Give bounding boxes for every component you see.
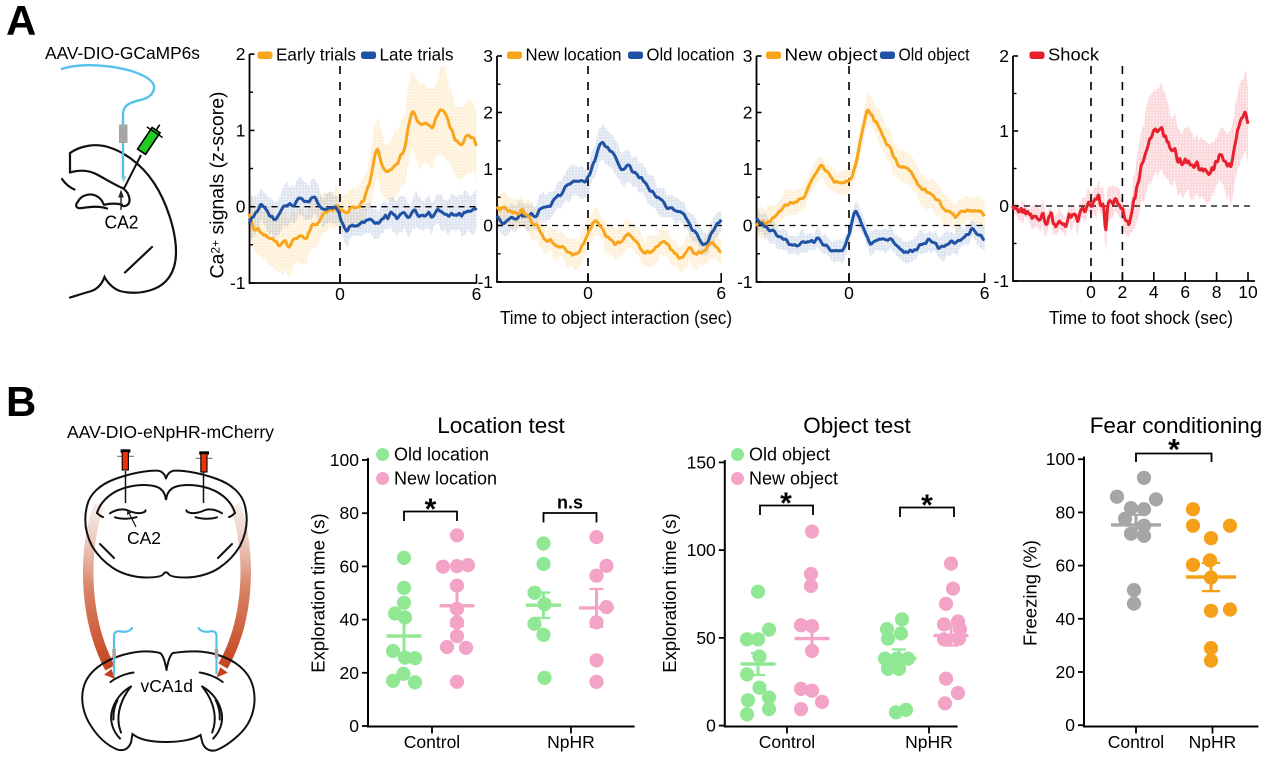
svg-text:50: 50 xyxy=(696,628,716,648)
svg-text:40: 40 xyxy=(340,610,360,630)
svg-text:Control: Control xyxy=(1108,732,1164,752)
svg-text:Old object: Old object xyxy=(899,45,970,65)
svg-text:4: 4 xyxy=(1149,282,1159,302)
svg-text:100: 100 xyxy=(687,540,716,560)
svg-text:Time to foot shock (sec): Time to foot shock (sec) xyxy=(1049,308,1233,328)
svg-text:Shock: Shock xyxy=(1048,45,1099,65)
svg-text:80: 80 xyxy=(1056,502,1076,522)
svg-text:100: 100 xyxy=(330,450,359,470)
svg-text:6: 6 xyxy=(472,284,482,304)
svg-text:New object: New object xyxy=(749,469,838,489)
svg-text:AAV-DIO-GCaMP6s: AAV-DIO-GCaMP6s xyxy=(45,43,200,63)
svg-text:0: 0 xyxy=(743,216,753,236)
svg-text:n.s: n.s xyxy=(557,493,583,513)
svg-text:-1: -1 xyxy=(993,271,1009,291)
svg-text:20: 20 xyxy=(340,663,360,683)
svg-text:6: 6 xyxy=(716,283,726,303)
svg-text:1: 1 xyxy=(743,159,753,179)
svg-text:1: 1 xyxy=(999,121,1009,141)
svg-text:2: 2 xyxy=(1118,282,1128,302)
svg-text:2: 2 xyxy=(236,44,246,64)
svg-text:6: 6 xyxy=(1180,282,1190,302)
svg-text:6: 6 xyxy=(980,283,990,303)
svg-text:8: 8 xyxy=(1212,282,1222,302)
svg-text:NpHR: NpHR xyxy=(547,732,595,752)
svg-text:New location: New location xyxy=(526,45,622,65)
svg-text:Exploration time (s): Exploration time (s) xyxy=(308,513,329,672)
svg-text:New object: New object xyxy=(785,45,878,65)
svg-text:*: * xyxy=(1168,434,1180,467)
svg-text:Control: Control xyxy=(759,732,815,752)
svg-text:vCA1d: vCA1d xyxy=(141,676,194,696)
svg-text:0: 0 xyxy=(1086,282,1096,302)
svg-text:AAV-DIO-eNpHR-mCherry: AAV-DIO-eNpHR-mCherry xyxy=(67,422,274,442)
svg-text:0: 0 xyxy=(706,716,716,736)
svg-text:*: * xyxy=(425,493,437,526)
svg-text:1: 1 xyxy=(483,159,493,179)
svg-text:0: 0 xyxy=(236,197,246,217)
svg-text:Object test: Object test xyxy=(803,413,911,438)
svg-text:0: 0 xyxy=(335,284,345,304)
svg-text:-1: -1 xyxy=(230,273,246,293)
svg-text:60: 60 xyxy=(1056,556,1076,576)
svg-text:*: * xyxy=(780,487,792,520)
svg-text:B: B xyxy=(6,378,36,425)
svg-text:NpHR: NpHR xyxy=(1189,732,1237,752)
svg-text:150: 150 xyxy=(687,452,716,472)
svg-text:Ca2+ signals (z-score): Ca2+ signals (z-score) xyxy=(207,91,229,278)
svg-text:Fear conditioning: Fear conditioning xyxy=(1090,413,1263,438)
svg-text:Old location: Old location xyxy=(394,445,489,465)
svg-text:Freezing (%): Freezing (%) xyxy=(1020,540,1041,646)
svg-text:A: A xyxy=(6,0,36,44)
svg-text:0: 0 xyxy=(483,216,493,236)
svg-text:NpHR: NpHR xyxy=(905,732,953,752)
svg-text:0: 0 xyxy=(1065,715,1075,735)
svg-text:3: 3 xyxy=(483,46,493,66)
svg-text:CA2: CA2 xyxy=(127,528,161,548)
svg-text:10: 10 xyxy=(1238,282,1258,302)
svg-text:20: 20 xyxy=(1056,662,1076,682)
svg-text:2: 2 xyxy=(743,103,753,123)
svg-text:Early trials: Early trials xyxy=(276,45,356,65)
svg-text:0: 0 xyxy=(999,196,1009,216)
svg-text:New location: New location xyxy=(394,469,497,489)
svg-text:3: 3 xyxy=(743,46,753,66)
svg-text:0: 0 xyxy=(844,283,854,303)
svg-text:40: 40 xyxy=(1056,609,1076,629)
svg-text:2: 2 xyxy=(483,103,493,123)
svg-text:0: 0 xyxy=(583,283,593,303)
svg-text:Old location: Old location xyxy=(647,45,735,65)
svg-text:Control: Control xyxy=(404,732,460,752)
svg-text:-1: -1 xyxy=(737,272,753,292)
svg-text:Exploration time (s): Exploration time (s) xyxy=(659,513,680,672)
svg-text:Late trials: Late trials xyxy=(380,45,454,65)
svg-text:1: 1 xyxy=(236,120,246,140)
svg-text:Old object: Old object xyxy=(749,445,830,465)
svg-text:*: * xyxy=(921,489,933,522)
svg-text:-1: -1 xyxy=(477,272,493,292)
svg-text:0: 0 xyxy=(349,716,359,736)
svg-text:CA2: CA2 xyxy=(105,213,139,233)
svg-text:100: 100 xyxy=(1046,449,1075,469)
svg-text:2: 2 xyxy=(999,46,1009,66)
svg-text:80: 80 xyxy=(340,503,360,523)
svg-text:60: 60 xyxy=(340,556,360,576)
svg-text:Time to object interaction (se: Time to object interaction (sec) xyxy=(500,308,732,328)
svg-text:Location test: Location test xyxy=(437,413,565,438)
